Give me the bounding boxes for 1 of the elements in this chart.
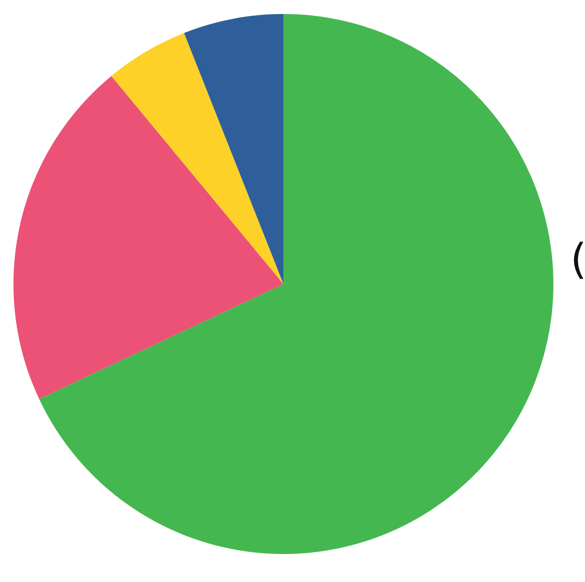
text: (: [574, 242, 584, 279]
